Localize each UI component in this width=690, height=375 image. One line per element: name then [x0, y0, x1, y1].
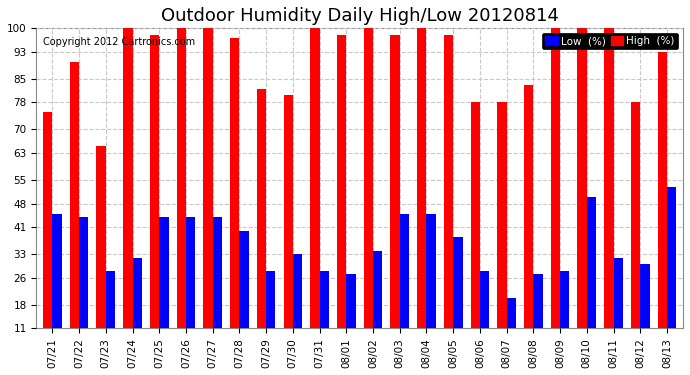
Bar: [604, 28, 613, 366]
Bar: [293, 254, 302, 366]
Bar: [578, 28, 586, 366]
Bar: [150, 34, 159, 366]
Bar: [400, 214, 409, 366]
Bar: [284, 95, 293, 366]
Bar: [471, 102, 480, 366]
Text: Copyright 2012 Cartronics.com: Copyright 2012 Cartronics.com: [43, 37, 195, 47]
Bar: [533, 274, 543, 366]
Bar: [43, 112, 52, 366]
Bar: [132, 258, 142, 366]
Bar: [346, 274, 355, 366]
Bar: [186, 217, 195, 366]
Bar: [106, 271, 115, 366]
Bar: [257, 88, 266, 366]
Bar: [177, 28, 186, 366]
Bar: [70, 62, 79, 366]
Bar: [337, 34, 346, 366]
Bar: [230, 38, 239, 366]
Bar: [506, 298, 516, 366]
Bar: [497, 102, 506, 366]
Bar: [551, 28, 560, 366]
Bar: [658, 51, 667, 366]
Bar: [640, 264, 650, 366]
Bar: [391, 34, 400, 366]
Bar: [586, 197, 596, 366]
Bar: [417, 28, 426, 366]
Bar: [667, 187, 676, 366]
Bar: [266, 271, 275, 366]
Bar: [480, 271, 489, 366]
Bar: [79, 217, 88, 366]
Bar: [97, 146, 106, 366]
Bar: [213, 217, 222, 366]
Bar: [613, 258, 623, 366]
Bar: [159, 217, 168, 366]
Bar: [204, 28, 213, 366]
Bar: [239, 231, 249, 366]
Bar: [364, 28, 373, 366]
Bar: [319, 271, 329, 366]
Title: Outdoor Humidity Daily High/Low 20120814: Outdoor Humidity Daily High/Low 20120814: [161, 7, 559, 25]
Legend: Low  (%), High  (%): Low (%), High (%): [542, 33, 678, 50]
Bar: [426, 214, 436, 366]
Bar: [560, 271, 569, 366]
Bar: [310, 28, 319, 366]
Bar: [631, 102, 640, 366]
Bar: [444, 34, 453, 366]
Bar: [453, 237, 462, 366]
Bar: [524, 85, 533, 366]
Bar: [52, 214, 61, 366]
Bar: [373, 251, 382, 366]
Bar: [123, 28, 132, 366]
